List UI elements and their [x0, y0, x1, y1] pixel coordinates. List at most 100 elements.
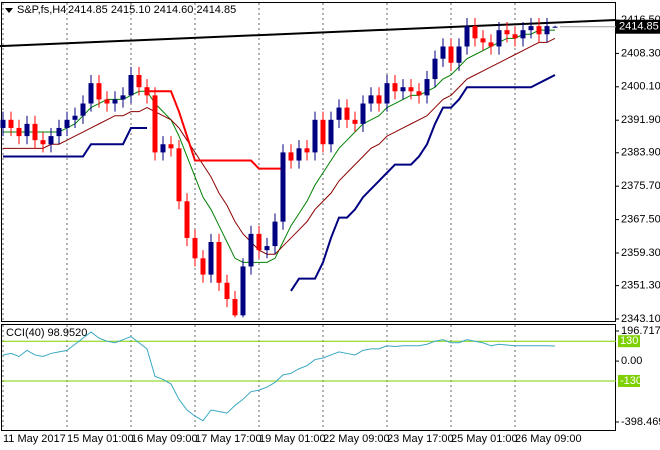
- candle-body: [112, 99, 118, 104]
- candle-body: [40, 140, 46, 145]
- candle-body: [400, 87, 406, 92]
- x-tick-label: 22 May 09:00: [323, 433, 390, 445]
- candle-body: [376, 95, 382, 104]
- candle-body: [200, 258, 206, 275]
- candle-body: [392, 83, 398, 92]
- candle-body: [104, 99, 110, 104]
- x-tick-label: 16 May 09:00: [131, 433, 198, 445]
- candle-body: [352, 119, 358, 124]
- candle-body: [264, 246, 270, 251]
- cci-title: CCI(40) 98.9520: [6, 327, 87, 339]
- candle-body: [248, 233, 254, 267]
- candle-body: [456, 46, 462, 63]
- cci-line: [2, 331, 556, 422]
- candle-body: [0, 119, 6, 128]
- last-price-label: 2414.85: [619, 21, 659, 33]
- candle-body: [496, 30, 502, 47]
- candle-body: [232, 299, 238, 316]
- candle-body: [16, 127, 22, 137]
- candle-body: [544, 26, 550, 35]
- candle-body: [464, 26, 470, 47]
- candle-body: [336, 107, 342, 120]
- y-tick-label: 2391.90: [621, 114, 660, 126]
- x-tick-label: 25 May 01:00: [451, 433, 518, 445]
- y-tick-label: 2359.30: [621, 247, 660, 259]
- candle-body: [472, 26, 478, 39]
- candle-body: [72, 115, 78, 120]
- candle-body: [448, 46, 454, 63]
- y-tick-label: -398.469: [621, 416, 660, 428]
- candle-body: [504, 30, 510, 35]
- candle-body: [192, 237, 198, 259]
- candle-body: [32, 123, 38, 141]
- candle-body: [408, 87, 414, 92]
- y-tick-label: 0.00: [621, 355, 642, 367]
- x-tick-label: 15 May 01:00: [67, 433, 134, 445]
- candle-body: [416, 91, 422, 96]
- y-tick-label: 196.7175: [621, 325, 660, 337]
- candle-body: [8, 119, 14, 128]
- last-price-box: [616, 19, 660, 34]
- candle-body: [552, 26, 558, 28]
- candle-body: [168, 144, 174, 149]
- candle-body: [96, 83, 102, 100]
- x-tick-label: 11 May 2017: [3, 433, 66, 445]
- y-tick-label: 2343.10: [621, 313, 660, 325]
- candle-body: [48, 136, 54, 145]
- candle-body: [64, 119, 70, 128]
- level-box: [618, 374, 640, 387]
- candle-body: [312, 119, 318, 153]
- y-tick-label: 2383.90: [621, 147, 660, 159]
- candle-body: [160, 144, 166, 153]
- cci-pane: [1, 324, 616, 431]
- candle-body: [536, 26, 542, 35]
- candle-body: [80, 103, 86, 116]
- candle-body: [304, 148, 310, 153]
- symbol: S&P,fs,H4: [17, 4, 66, 16]
- y-tick-label: 2375.70: [621, 180, 660, 192]
- x-tick-label: 17 May 17:00: [195, 433, 262, 445]
- y-tick-label: 2367.50: [621, 214, 660, 226]
- candle-body: [272, 221, 278, 247]
- candle-body: [224, 282, 230, 300]
- candle-body: [480, 38, 486, 43]
- candle-body: [128, 74, 134, 96]
- candle-body: [488, 42, 494, 47]
- indicator-line: [147, 90, 283, 170]
- candle-body: [136, 74, 142, 88]
- ohlc: 2414.85 2415.10 2414.60 2414.85: [68, 4, 236, 16]
- y-tick-label: 2408.30: [621, 47, 660, 59]
- trend-line: [0, 19, 617, 48]
- x-tick-label: 26 May 09:00: [515, 433, 582, 445]
- candle-body: [240, 266, 246, 316]
- candle-body: [288, 152, 294, 161]
- candle-body: [216, 242, 222, 283]
- y-tick-label: 2351.30: [621, 280, 660, 292]
- indicator-line: [3, 37, 556, 255]
- candle-body: [88, 83, 94, 104]
- level-label: -130: [620, 375, 642, 387]
- candle-body: [280, 152, 286, 222]
- candle-body: [256, 233, 262, 251]
- candle-body: [360, 103, 366, 124]
- candle-body: [424, 79, 430, 96]
- candle-body: [24, 123, 30, 137]
- candle-body: [56, 127, 62, 137]
- candle-body: [432, 58, 438, 80]
- candle-body: [528, 26, 534, 31]
- y-tick-label: 2400.10: [621, 81, 660, 93]
- candle-body: [520, 30, 526, 39]
- candle-body: [296, 148, 302, 161]
- menu-icon: [5, 8, 13, 13]
- x-tick-label: 23 May 17:00: [387, 433, 454, 445]
- level-label: 130: [620, 335, 638, 347]
- candle-body: [384, 83, 390, 104]
- candle-body: [512, 34, 518, 39]
- candle-body: [344, 107, 350, 120]
- candle-body: [152, 95, 158, 153]
- candle-body: [320, 119, 326, 145]
- x-tick-label: 19 May 01:00: [259, 433, 326, 445]
- candle-body: [184, 201, 190, 238]
